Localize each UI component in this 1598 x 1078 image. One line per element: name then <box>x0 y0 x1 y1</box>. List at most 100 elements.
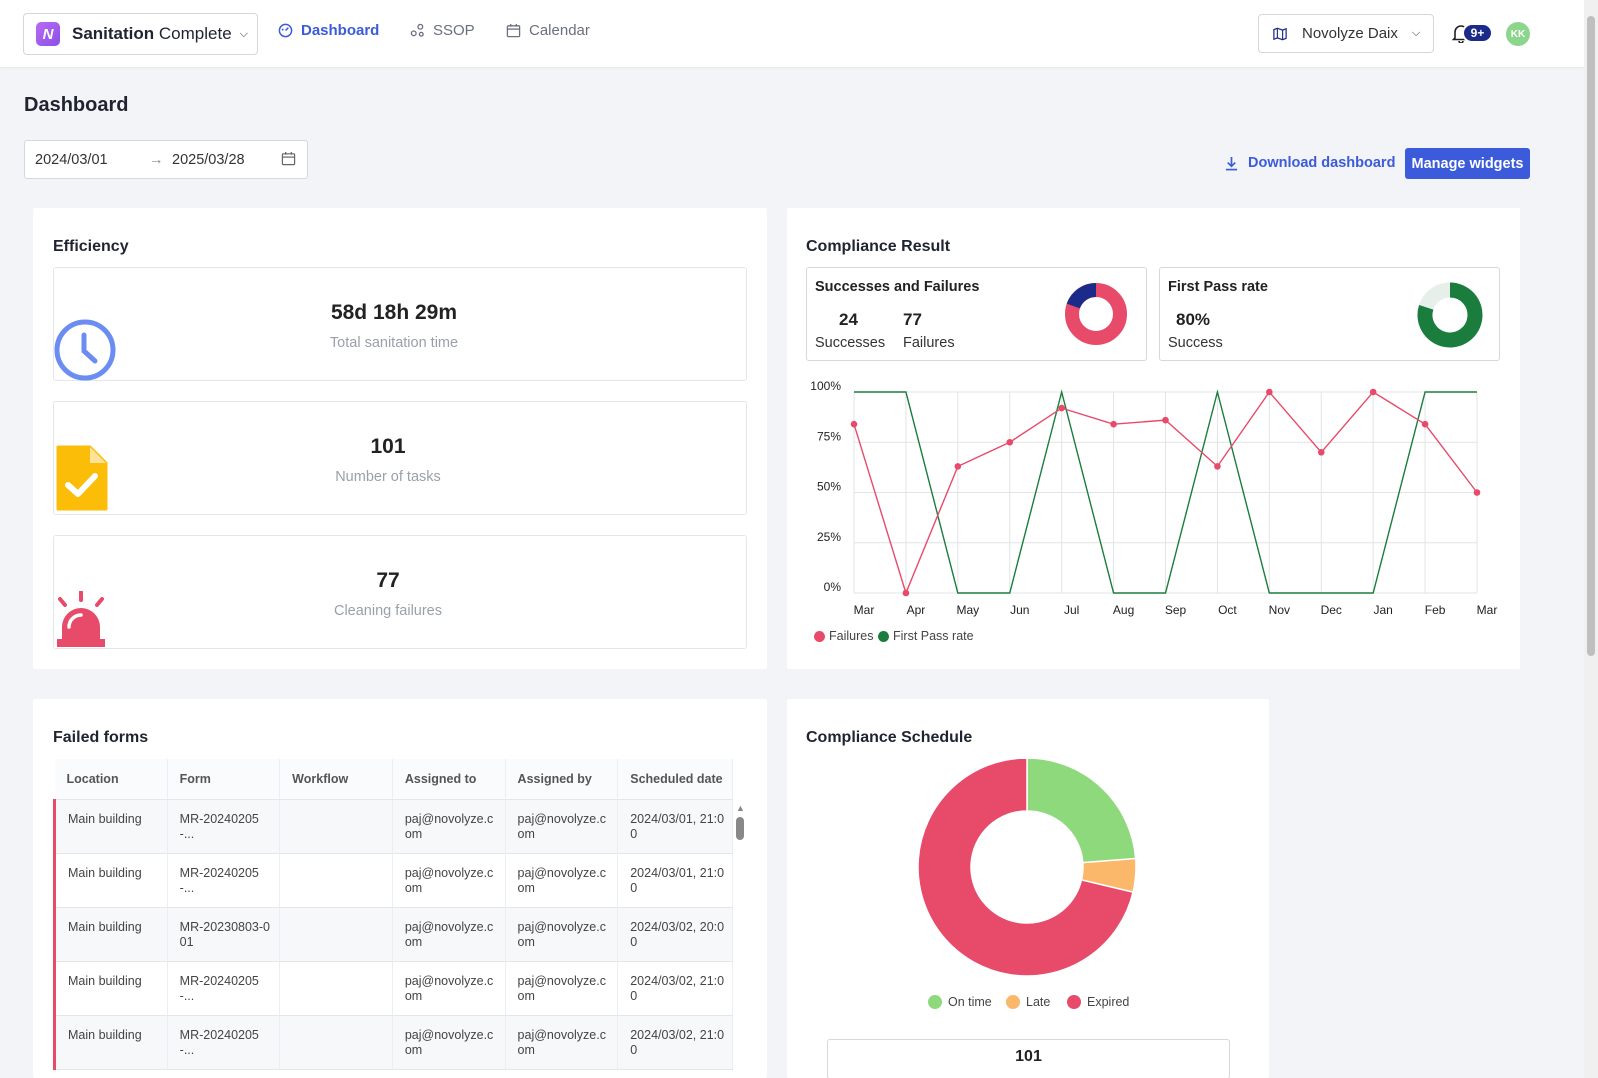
table-scrollbar-thumb[interactable] <box>736 817 744 840</box>
data-point <box>1266 388 1273 396</box>
failed-forms-table: Location Form Workflow Assigned to Assig… <box>53 759 733 1070</box>
nav-calendar[interactable]: Calendar <box>506 22 590 39</box>
metric-label: Cleaning failures <box>333 603 442 619</box>
cell-assigned-by: paj@novolyze.com <box>505 907 619 962</box>
chevron-down-icon: ⌵ <box>1411 27 1421 39</box>
column-header-scheduled-date[interactable]: Scheduled date <box>617 759 733 800</box>
x-tick-label: Apr <box>907 603 926 617</box>
app-switcher[interactable]: N Sanitation Complete ⌵ <box>23 13 258 55</box>
cell-assigned-to: paj@novolyze.com <box>392 1015 506 1070</box>
organization-select[interactable]: Novolyze Daix ⌵ <box>1258 14 1434 53</box>
cell-assigned-to: paj@novolyze.com <box>392 961 506 1016</box>
donut-slice-on-time <box>1026 759 1137 864</box>
app-name: Sanitation Complete <box>72 24 232 43</box>
legend-first-pass-rate[interactable]: First Pass rate <box>878 629 974 643</box>
cell-assigned-to: paj@novolyze.com <box>392 907 506 962</box>
notification-count-badge: 9+ <box>1462 23 1493 43</box>
column-header-workflow[interactable]: Workflow <box>279 759 393 800</box>
failures-label: Failures <box>903 335 955 351</box>
column-header-location[interactable]: Location <box>54 759 168 800</box>
page-scrollbar-thumb[interactable] <box>1587 16 1595 656</box>
scroll-up-arrow-icon[interactable]: ▲ <box>736 803 745 813</box>
y-tick-label: 100% <box>810 379 841 393</box>
table-row[interactable]: Main building MR-20240205-... paj@novoly… <box>53 853 733 908</box>
data-point <box>954 463 962 470</box>
x-tick-label: Feb <box>1425 603 1446 617</box>
efficiency-card: Efficiency 58d 18h 29m Total sanitation … <box>33 208 767 669</box>
cell-assigned-by: paj@novolyze.com <box>505 799 619 854</box>
x-tick-label: Nov <box>1269 603 1290 617</box>
legend-expired[interactable]: Expired <box>1067 995 1129 1009</box>
cell-form: MR-20230803-001 <box>167 907 281 962</box>
legend-late[interactable]: Late <box>1006 995 1050 1009</box>
cell-location: Main building <box>53 961 168 1016</box>
column-header-assigned-to[interactable]: Assigned to <box>392 759 506 800</box>
page-title: Dashboard <box>24 94 129 116</box>
x-tick-label: May <box>956 603 979 617</box>
metric-cleaning-failures: 77 Cleaning failures <box>53 535 747 649</box>
first-pass-success-slice <box>1417 282 1483 348</box>
cell-workflow <box>279 961 393 1016</box>
metric-value: 77 <box>376 569 400 592</box>
successes-slice <box>1066 282 1097 309</box>
cell-workflow <box>279 853 393 908</box>
calendar-icon[interactable] <box>281 151 296 166</box>
download-dashboard-button[interactable]: Download dashboard <box>1224 155 1395 171</box>
arrow-right-icon: → <box>149 152 164 168</box>
nav-dashboard-label: Dashboard <box>301 22 380 39</box>
x-tick-label: Oct <box>1218 603 1237 617</box>
metric-label: Number of tasks <box>335 469 441 485</box>
successes-failures-panel: Successes and Failures 24 Successes 77 F… <box>806 267 1147 361</box>
y-tick-label: 50% <box>817 480 841 494</box>
date-range-picker[interactable]: 2024/03/01 → 2025/03/28 <box>24 140 308 179</box>
metric-total-sanitation-time: 58d 18h 29m Total sanitation time <box>53 267 747 381</box>
date-range-start[interactable]: 2024/03/01 <box>35 152 108 168</box>
table-row[interactable]: Main building MR-20230803-001 paj@novoly… <box>53 907 733 962</box>
column-header-assigned-by[interactable]: Assigned by <box>505 759 619 800</box>
metric-value: 58d 18h 29m <box>330 301 458 324</box>
table-row[interactable]: Main building MR-20240205-... paj@novoly… <box>53 961 733 1016</box>
legend-on-time[interactable]: On time <box>928 995 992 1009</box>
failed-forms-card: Failed forms Location Form Workflow Assi… <box>33 699 767 1078</box>
column-header-form[interactable]: Form <box>167 759 281 800</box>
data-point <box>1421 420 1429 428</box>
date-range-end[interactable]: 2025/03/28 <box>172 152 245 168</box>
user-avatar[interactable]: KK <box>1506 22 1530 46</box>
download-dashboard-label: Download dashboard <box>1248 155 1396 171</box>
legend-dot <box>1006 995 1020 1009</box>
compliance-result-title: Compliance Result <box>806 238 951 255</box>
failed-forms-title: Failed forms <box>53 729 149 746</box>
cell-workflow <box>279 907 393 962</box>
cell-assigned-by: paj@novolyze.com <box>505 853 619 908</box>
first-pass-rate-value: 80% <box>1176 310 1211 329</box>
failures-count: 77 <box>903 310 922 329</box>
x-tick-label: Aug <box>1113 603 1134 617</box>
nav-ssop[interactable]: SSOP <box>410 22 475 39</box>
legend-failures[interactable]: Failures <box>814 629 873 643</box>
cell-form: MR-20240205-... <box>167 1015 281 1070</box>
cell-form: MR-20240205-... <box>167 853 281 908</box>
data-point <box>1214 463 1221 470</box>
chevron-down-icon: ⌵ <box>239 27 248 40</box>
data-point <box>1110 420 1117 428</box>
table-row[interactable]: Main building MR-20240205-... paj@novoly… <box>53 799 733 854</box>
first-pass-rate-panel: First Pass rate 80% Success <box>1159 267 1500 361</box>
cell-assigned-to: paj@novolyze.com <box>392 853 506 908</box>
x-tick-label: Mar <box>854 603 875 617</box>
ssop-icon <box>410 23 424 37</box>
legend-dot <box>1067 995 1081 1009</box>
data-point <box>1058 404 1065 412</box>
cell-scheduled-date: 2024/03/01, 21:00 <box>617 799 733 854</box>
table-scrollbar[interactable]: ▲ <box>733 799 747 1078</box>
first-pass-rate-donut <box>1417 282 1483 348</box>
series-line-first-pass-rate <box>854 389 1477 594</box>
nav-dashboard[interactable]: Dashboard <box>278 22 379 39</box>
cell-location: Main building <box>53 1015 168 1070</box>
cell-assigned-to: paj@novolyze.com <box>392 799 506 854</box>
table-row[interactable]: Main building MR-20240205-... paj@novoly… <box>53 1015 733 1070</box>
cell-scheduled-date: 2024/03/02, 21:00 <box>617 1015 733 1070</box>
x-tick-label: Sep <box>1165 603 1187 617</box>
manage-widgets-button[interactable]: Manage widgets <box>1405 148 1530 179</box>
cell-assigned-by: paj@novolyze.com <box>505 1015 619 1070</box>
document-check-icon <box>56 445 108 511</box>
